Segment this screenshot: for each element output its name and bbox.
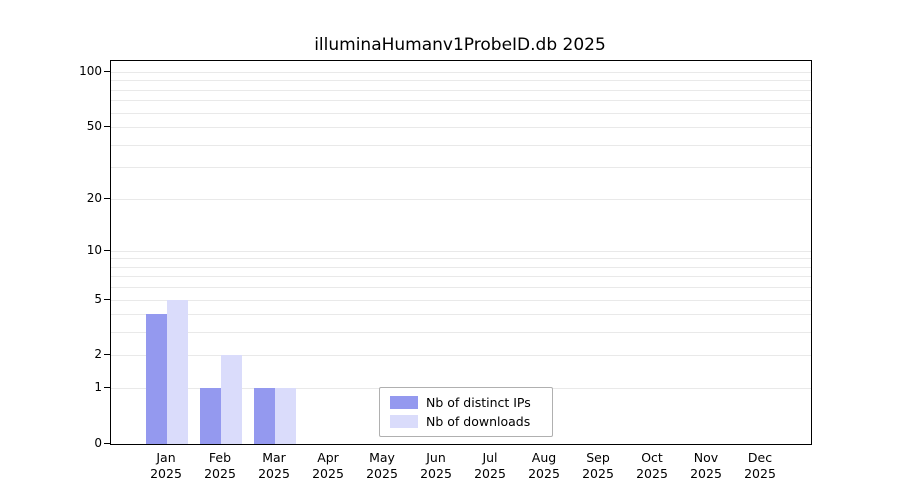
gridline	[111, 332, 811, 334]
x-month-label: Feb 2025	[190, 450, 250, 482]
gridline	[111, 100, 811, 102]
y-tick-mark	[104, 443, 110, 444]
bar-downloads	[167, 299, 188, 444]
x-month-label: Dec 2025	[730, 450, 790, 482]
x-year-label: 2025	[528, 466, 560, 481]
legend-swatch-distinct-ips	[390, 396, 418, 409]
x-month-label: May 2025	[352, 450, 412, 482]
y-tick-label: 0	[94, 436, 102, 450]
x-year-label: 2025	[744, 466, 776, 481]
x-year-label: 2025	[258, 466, 290, 481]
gridline	[111, 198, 811, 200]
legend-label-distinct-ips: Nb of distinct IPs	[426, 395, 531, 410]
gridline	[111, 314, 811, 316]
x-year-label: 2025	[582, 466, 614, 481]
gridline	[111, 258, 811, 260]
gridline	[111, 80, 811, 82]
legend-label-downloads: Nb of downloads	[426, 414, 531, 429]
x-month-label: Mar 2025	[244, 450, 304, 482]
x-month-label: Jul 2025	[460, 450, 520, 482]
y-tick-label: 2	[94, 347, 102, 362]
bar-distinct-ips	[146, 314, 167, 444]
legend: Nb of distinct IPs Nb of downloads	[379, 387, 553, 437]
x-year-label: 2025	[636, 466, 668, 481]
y-tick-label: 20	[86, 190, 102, 205]
legend-swatch-downloads	[390, 415, 418, 428]
y-tick-label: 10	[86, 242, 102, 257]
x-year-label: 2025	[366, 466, 398, 481]
x-year-label: 2025	[474, 466, 506, 481]
x-month-label: Nov 2025	[676, 450, 736, 482]
x-year-label: 2025	[204, 466, 236, 481]
gridline	[111, 250, 811, 252]
gridline	[111, 299, 811, 301]
x-month-label: Jun 2025	[406, 450, 466, 482]
x-month-label: Apr 2025	[298, 450, 358, 482]
x-year-label: 2025	[690, 466, 722, 481]
x-month-label: Jan 2025	[136, 450, 196, 482]
y-tick-mark	[104, 387, 110, 389]
y-tick-mark	[104, 249, 110, 251]
gridline	[111, 287, 811, 289]
bar-distinct-ips	[254, 388, 275, 444]
y-tick-label: 50	[86, 119, 102, 134]
gridline	[111, 89, 811, 91]
legend-entry-downloads: Nb of downloads	[380, 414, 552, 429]
gridline	[111, 127, 811, 129]
y-tick-mark	[104, 126, 110, 128]
x-month-label: Sep 2025	[568, 450, 628, 482]
y-tick-mark	[104, 298, 110, 300]
x-month-label: Oct 2025	[622, 450, 682, 482]
bar-downloads	[221, 355, 242, 444]
gridline	[111, 355, 811, 357]
gridline	[111, 144, 811, 146]
x-year-label: 2025	[150, 466, 182, 481]
y-tick-label: 100	[79, 64, 102, 78]
y-tick-mark	[104, 71, 110, 72]
y-tick-label: 1	[94, 380, 102, 395]
gridline	[111, 72, 811, 73]
x-month-label: Aug 2025	[514, 450, 574, 482]
bar-downloads	[275, 388, 296, 444]
gridline	[111, 276, 811, 278]
y-tick-mark	[104, 197, 110, 199]
x-year-label: 2025	[420, 466, 452, 481]
gridline	[111, 266, 811, 268]
bar-distinct-ips	[200, 388, 221, 444]
y-tick-label: 5	[94, 291, 102, 306]
legend-entry-distinct-ips: Nb of distinct IPs	[380, 395, 552, 410]
x-year-label: 2025	[312, 466, 344, 481]
gridline	[111, 112, 811, 114]
chart-title: illuminaHumanv1ProbeID.db 2025	[314, 35, 606, 55]
gridline	[111, 167, 811, 169]
plot-area: Nb of distinct IPs Nb of downloads	[110, 60, 812, 445]
y-tick-mark	[104, 354, 110, 356]
